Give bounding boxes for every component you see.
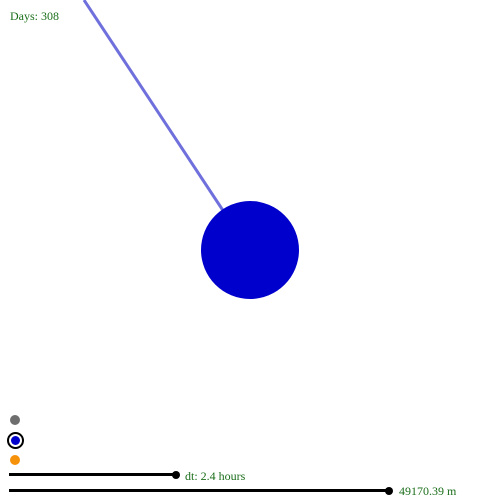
color-swatch-gray[interactable] bbox=[10, 415, 20, 425]
color-swatch-blue-selected[interactable] bbox=[7, 432, 24, 449]
timestep-label: dt: 2.4 hours bbox=[185, 469, 245, 483]
days-counter: Days: 308 bbox=[10, 9, 59, 23]
orbiting-body[interactable] bbox=[201, 201, 299, 299]
scale-slider-track[interactable] bbox=[9, 489, 389, 492]
timestep-slider-handle[interactable] bbox=[172, 471, 180, 479]
scale-label: 49170.39 m bbox=[399, 484, 456, 498]
tether-line bbox=[84, 0, 224, 212]
scale-slider-handle[interactable] bbox=[385, 487, 393, 495]
timestep-slider-track[interactable] bbox=[9, 473, 176, 476]
color-swatch-orange[interactable] bbox=[10, 455, 20, 465]
